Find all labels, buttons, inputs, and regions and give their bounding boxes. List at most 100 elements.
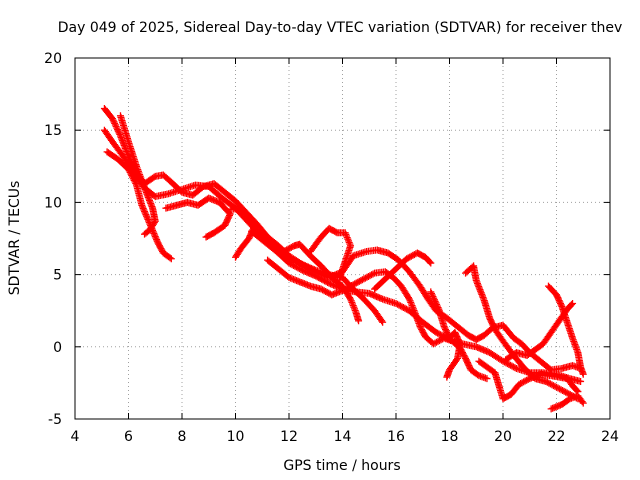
data-point-interp xyxy=(543,378,551,386)
data-point-interp xyxy=(408,302,416,310)
data-point-interp xyxy=(431,297,439,305)
data-point-interp xyxy=(432,299,440,307)
x-tick-label: 16 xyxy=(387,429,405,445)
data-point-interp xyxy=(546,380,554,388)
data-point-interp xyxy=(406,297,414,305)
data-point xyxy=(577,377,585,385)
data-point-interp xyxy=(342,230,350,238)
data-point-interp xyxy=(428,291,436,299)
data-point-interp xyxy=(142,229,150,237)
data-point-interp xyxy=(346,294,354,302)
x-tick-label: 8 xyxy=(178,429,187,445)
data-point-interp xyxy=(281,247,289,255)
data-point-interp xyxy=(410,307,418,315)
x-tick-label: 18 xyxy=(441,429,459,445)
data-point-interp xyxy=(307,265,315,273)
data-point-interp xyxy=(404,254,412,262)
data-point-interp xyxy=(113,124,121,132)
data-point-interp xyxy=(343,232,351,240)
data-point xyxy=(427,288,435,296)
data-point xyxy=(349,281,357,289)
data-point-interp xyxy=(272,243,280,251)
data-point-interp xyxy=(111,119,119,127)
series-sat-k xyxy=(371,249,435,293)
data-point-interp xyxy=(114,127,122,135)
data-point-interp xyxy=(114,126,122,134)
data-point-interp xyxy=(111,121,119,129)
data-point-interp xyxy=(286,244,294,252)
data-point xyxy=(443,373,451,381)
x-tick-label: 10 xyxy=(227,429,245,445)
series-sat-f xyxy=(226,204,258,261)
data-point-interp xyxy=(346,282,354,290)
data-point-interp xyxy=(300,261,308,269)
y-tick-label: 20 xyxy=(44,51,62,67)
x-axis-label: GPS time / hours xyxy=(283,458,400,474)
data-point-interp xyxy=(127,170,135,178)
data-point-interp xyxy=(322,288,330,296)
x-tick-label: 12 xyxy=(280,429,298,445)
data-point-interp xyxy=(565,390,573,398)
data-point xyxy=(579,399,587,407)
data-point-interp xyxy=(126,168,134,176)
data-point-interp xyxy=(433,302,441,310)
data-point-interp xyxy=(407,298,415,306)
data-point-interp xyxy=(340,286,348,294)
data-point-interp xyxy=(345,283,353,291)
data-point-interp xyxy=(437,336,445,344)
series-sat-d xyxy=(116,112,159,238)
data-point xyxy=(360,275,368,283)
data-point-interp xyxy=(364,272,372,280)
data-point-interp xyxy=(128,172,136,180)
data-point-interp xyxy=(523,376,531,384)
data-point xyxy=(301,262,309,270)
data-point-interp xyxy=(142,211,150,219)
data-point-interp xyxy=(295,259,303,267)
data-point-interp xyxy=(433,338,441,346)
data-point-interp xyxy=(151,231,159,239)
data-point xyxy=(138,201,146,209)
data-point-interp xyxy=(296,259,304,267)
data-point xyxy=(542,377,550,385)
data-point-interp xyxy=(349,300,357,308)
data-point-interp xyxy=(368,271,376,279)
data-point-interp xyxy=(354,278,362,286)
data-point xyxy=(569,299,577,307)
data-point xyxy=(355,317,363,325)
data-point xyxy=(202,233,210,241)
data-point-interp xyxy=(548,381,556,389)
series-sat-p xyxy=(544,282,587,378)
data-point-interp xyxy=(567,301,575,309)
data-point-interp xyxy=(115,129,123,137)
data-point-interp xyxy=(511,364,519,372)
data-point xyxy=(563,389,571,397)
data-point-interp xyxy=(551,382,559,390)
data-point-interp xyxy=(310,267,318,275)
data-point-interp xyxy=(150,229,158,237)
data-point xyxy=(269,242,277,250)
data-point-interp xyxy=(407,252,415,260)
data-point-interp xyxy=(351,307,359,315)
data-point-interp xyxy=(143,212,151,220)
data-point-interp xyxy=(351,305,359,313)
data-point-interp xyxy=(409,305,417,313)
data-point-interp xyxy=(153,237,161,245)
data-point-interp xyxy=(347,297,355,305)
data-point-interp xyxy=(355,277,363,285)
x-tick-label: 6 xyxy=(124,429,133,445)
data-point-interp xyxy=(434,337,442,345)
data-point-interp xyxy=(549,382,557,390)
data-point-interp xyxy=(292,257,300,265)
data-point-interp xyxy=(287,243,295,251)
data-point-interp xyxy=(369,270,377,278)
data-point xyxy=(405,295,413,303)
data-point-interp xyxy=(151,233,159,241)
data-point-interp xyxy=(520,378,528,386)
data-point-interp xyxy=(434,304,442,312)
data-point xyxy=(125,165,132,173)
data-point-interp xyxy=(116,130,124,138)
data-point xyxy=(290,256,298,264)
data-point-interp xyxy=(144,215,152,223)
data-point-interp xyxy=(557,301,565,309)
data-point xyxy=(336,273,344,281)
